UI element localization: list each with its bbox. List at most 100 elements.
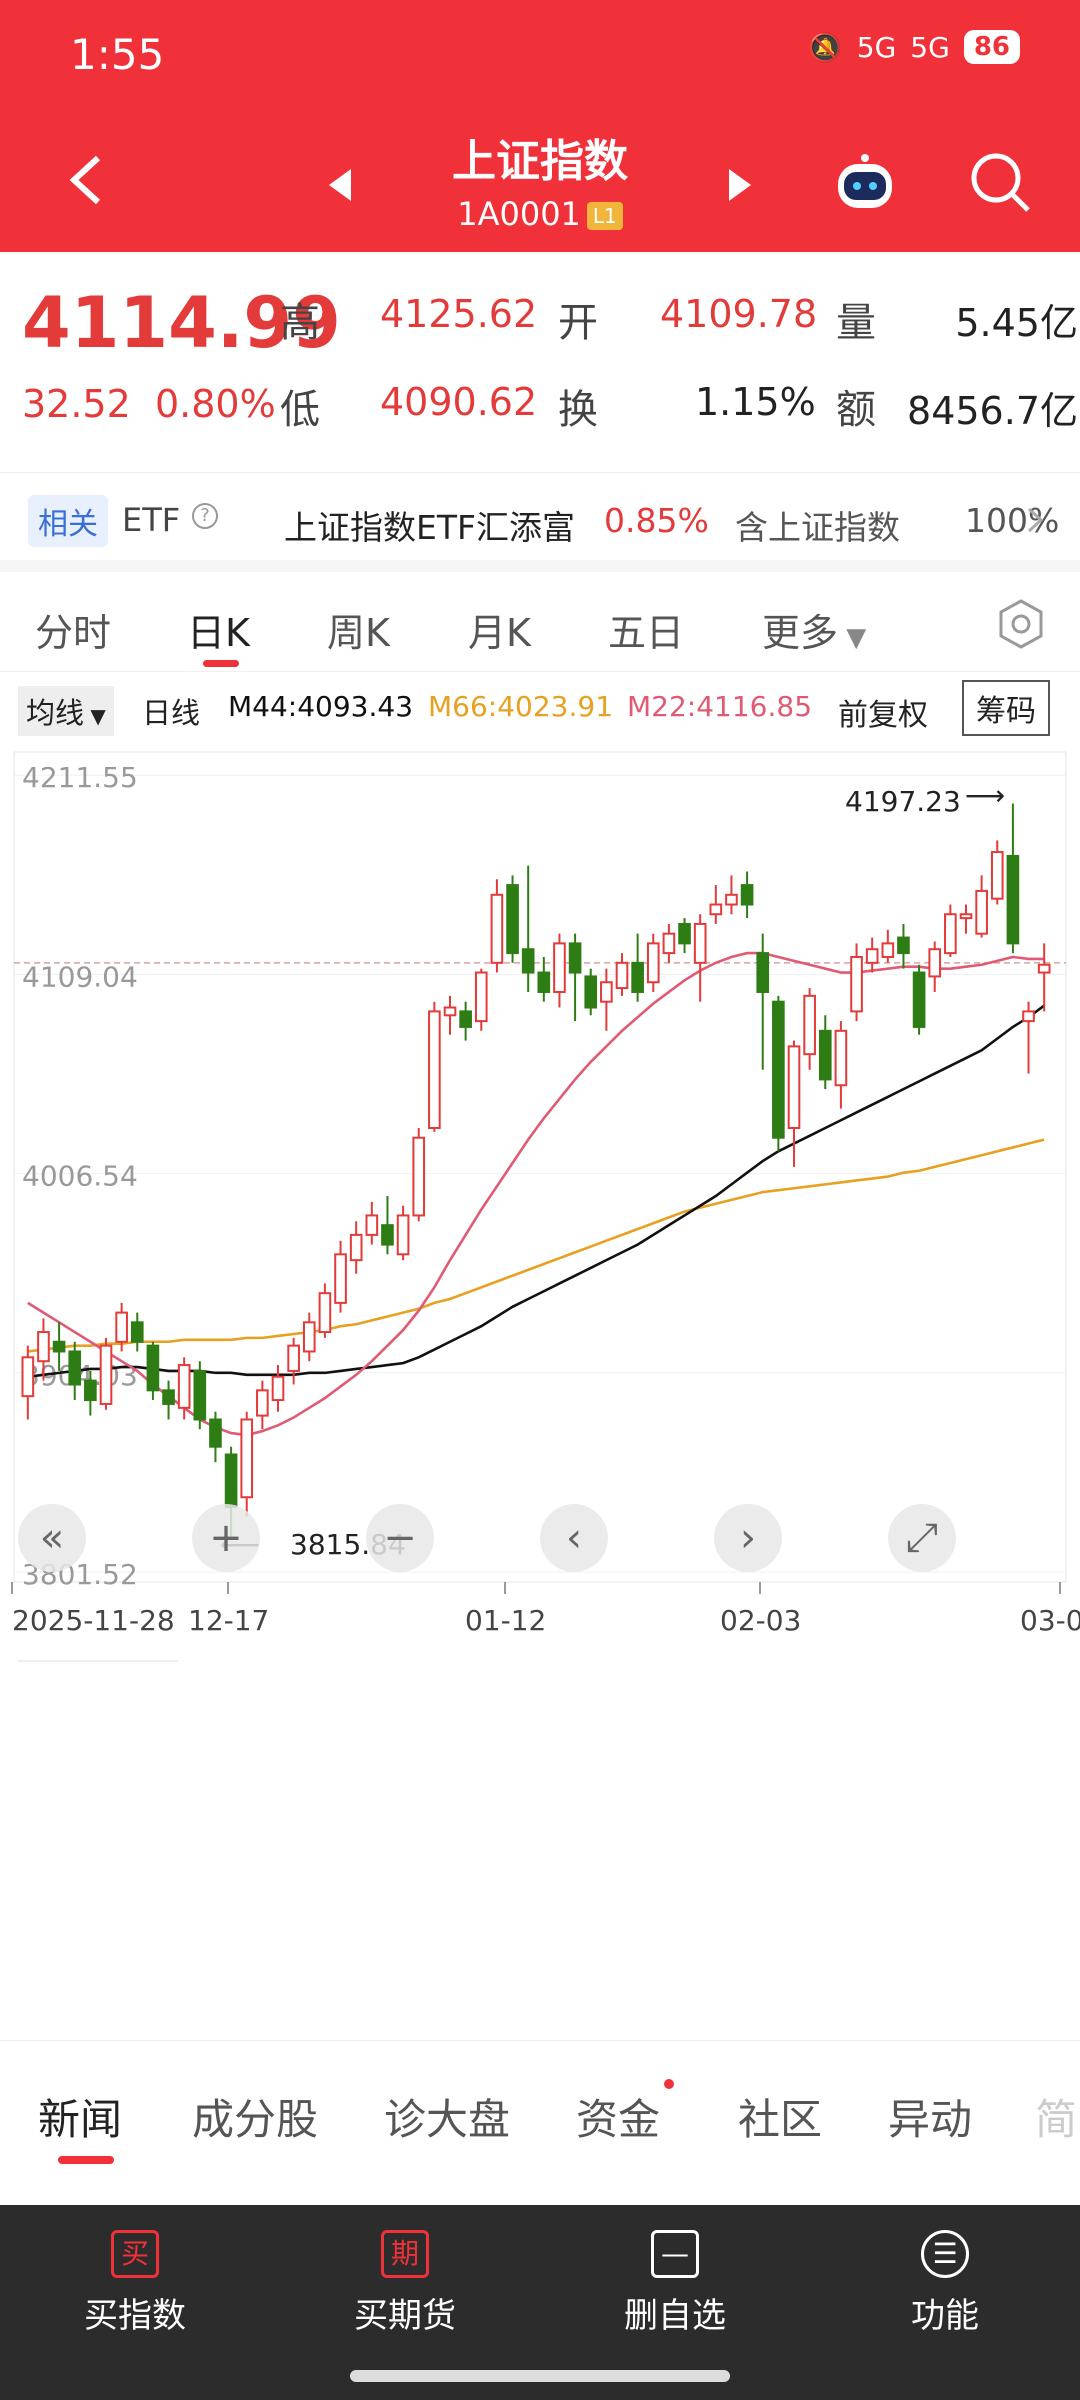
related-tag: 相关 xyxy=(28,495,108,547)
tab-community[interactable]: 社区 xyxy=(738,2095,823,2144)
fast-back-icon-bg[interactable] xyxy=(18,1504,86,1572)
tab-intraday[interactable]: 分时 xyxy=(35,611,112,655)
tab-funds[interactable]: 资金 xyxy=(576,2095,661,2144)
y-tick-label: 4211.55 xyxy=(22,761,138,794)
candle-body xyxy=(506,884,519,955)
adjust-button[interactable]: 前复权 xyxy=(838,698,928,733)
settings-icon[interactable] xyxy=(995,598,1047,650)
tab-weekly-k[interactable]: 周K xyxy=(327,611,390,655)
turnover-label: 换 xyxy=(558,387,598,433)
fast-back-icon[interactable]: « xyxy=(40,1515,64,1561)
candle-body xyxy=(553,942,566,993)
kline-chart-svg[interactable]: 4211.554109.044006.543904.033801.524197.… xyxy=(0,742,1080,2044)
kline-chart-area[interactable]: 4211.554109.044006.543904.033801.524197.… xyxy=(0,742,1080,2044)
tab-five-day[interactable]: 五日 xyxy=(608,611,685,655)
change-value: 32.52 xyxy=(22,382,131,426)
candle-body xyxy=(115,1311,128,1343)
futures-icon: 期 xyxy=(381,2230,429,2278)
volume-label: 量 xyxy=(836,300,876,346)
dropdown-icon: ▼ xyxy=(84,704,106,728)
active-tab-indicator xyxy=(203,660,239,667)
candle-body xyxy=(1037,963,1051,974)
tab-brief[interactable]: 简 xyxy=(1035,2095,1078,2144)
zoom-out-icon-bg[interactable] xyxy=(366,1504,434,1572)
buy-index-button[interactable]: 买 买指数 xyxy=(35,2230,235,2337)
tab-daily-k[interactable]: 日K xyxy=(187,611,250,655)
candle-body xyxy=(459,1010,472,1028)
low-label: 低 xyxy=(280,387,320,433)
tab-diagnosis[interactable]: 诊大盘 xyxy=(384,2095,511,2144)
candle-body xyxy=(130,1321,144,1343)
functions-button[interactable]: ☰ 功能 xyxy=(845,2230,1045,2337)
related-etf-row[interactable]: 相关 ETF ? 上证指数ETF汇添富 0.85% 含上证指数 100% xyxy=(0,472,1080,572)
tab-news[interactable]: 新闻 xyxy=(38,2095,123,2144)
price-change: 32.52 0.80% xyxy=(22,382,276,426)
buy-futures-label: 买期货 xyxy=(354,2296,456,2336)
candle-body xyxy=(615,961,629,990)
ma-legend-row: 均线 ▼ 日线 M44:4093.43 M66:4023.91 M22:4116… xyxy=(0,672,1080,742)
candle-body xyxy=(474,971,488,1023)
y-tick-label: 4109.04 xyxy=(22,960,138,993)
buy-index-label: 买指数 xyxy=(84,2296,186,2336)
menu-icon: ☰ xyxy=(921,2230,969,2278)
x-tick-label: 03-05 xyxy=(1020,1604,1080,1637)
tab-movement[interactable]: 异动 xyxy=(888,2095,973,2144)
back-icon[interactable] xyxy=(60,150,120,210)
zoom-in-icon[interactable]: + xyxy=(209,1515,243,1561)
chart-frame xyxy=(13,751,1067,1583)
candle-body xyxy=(709,903,723,916)
scroll-left-icon[interactable]: ‹ xyxy=(566,1515,582,1561)
candle-body xyxy=(146,1344,160,1392)
buy-futures-button[interactable]: 期 买期货 xyxy=(305,2230,505,2337)
fullscreen-icon[interactable]: ⤢ xyxy=(906,1515,938,1561)
buy-icon: 买 xyxy=(111,2230,159,2278)
candle-body xyxy=(381,1224,394,1246)
assistant-robot-icon[interactable] xyxy=(830,150,900,220)
candle-body xyxy=(490,893,504,964)
candle-body xyxy=(959,913,973,920)
candle-body xyxy=(693,922,707,964)
volume-selector-bg[interactable] xyxy=(18,1660,178,1704)
candle-body xyxy=(365,1214,379,1236)
status-icons: 🔕 5G 5G 86 xyxy=(808,30,1020,64)
index-code: 1A0001 L1 xyxy=(0,195,1080,233)
chip-button[interactable]: 筹码 xyxy=(962,680,1050,736)
remove-watchlist-button[interactable]: — 删自选 xyxy=(575,2230,775,2337)
etf-contains: 含上证指数 xyxy=(735,508,900,547)
volume-value: 5.45亿 xyxy=(955,301,1078,345)
search-icon[interactable] xyxy=(968,150,1032,214)
zoom-out-icon[interactable]: − xyxy=(383,1515,417,1561)
y-tick-label: 4006.54 xyxy=(22,1160,138,1193)
tab-monthly-k[interactable]: 月K xyxy=(468,611,531,655)
ma-selector[interactable]: 均线 ▼ xyxy=(18,686,114,736)
tab-more[interactable]: 更多 ▼ xyxy=(762,602,866,657)
next-index-icon[interactable] xyxy=(725,165,755,205)
candle-body xyxy=(975,889,988,935)
scroll-left-icon-bg[interactable] xyxy=(540,1504,608,1572)
home-indicator[interactable] xyxy=(350,2370,730,2382)
etf-weight: 100% xyxy=(965,501,1060,540)
status-time: 1:55 xyxy=(70,30,165,79)
x-tick-label: 01-12 xyxy=(465,1604,546,1637)
prev-index-icon[interactable] xyxy=(325,165,355,205)
minus-icon: — xyxy=(651,2230,699,2278)
tab-components[interactable]: 成分股 xyxy=(192,2095,319,2144)
etf-label: ETF xyxy=(122,501,181,539)
scroll-right-icon[interactable]: › xyxy=(740,1515,756,1561)
x-tick-label: 2025-11-28 xyxy=(12,1604,175,1637)
candle-body xyxy=(631,961,644,993)
candle-body xyxy=(740,884,754,906)
candle-body xyxy=(318,1292,332,1334)
scroll-right-icon-bg[interactable] xyxy=(714,1504,782,1572)
zoom-in-icon-bg[interactable] xyxy=(192,1504,260,1572)
ma66-line xyxy=(27,1138,1045,1353)
candle-body xyxy=(177,1364,191,1409)
candle-body xyxy=(928,948,942,978)
x-tick-label: 12-17 xyxy=(188,1604,269,1637)
candle-body xyxy=(881,942,895,958)
candle-body xyxy=(772,1000,785,1139)
help-icon[interactable]: ? xyxy=(192,503,218,529)
candle-body xyxy=(287,1344,300,1372)
ma44-line xyxy=(27,1004,1045,1379)
fullscreen-icon-bg[interactable] xyxy=(888,1504,956,1572)
